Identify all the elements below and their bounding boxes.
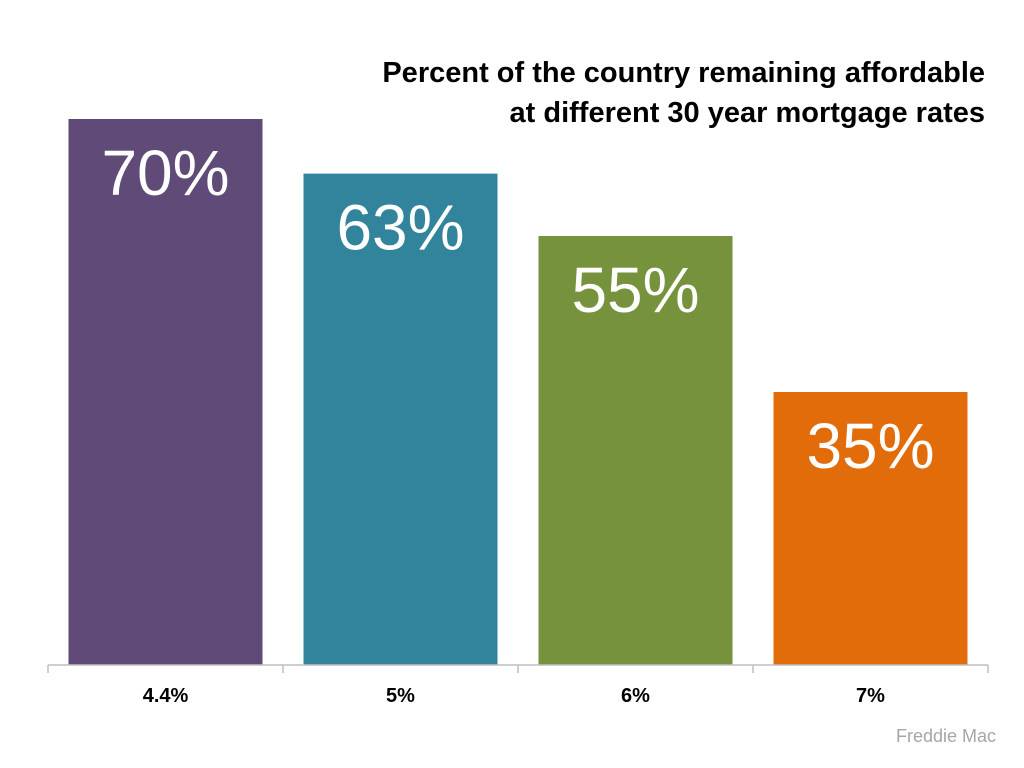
bar-4 xyxy=(773,392,968,665)
chart-title-line-1: Percent of the country remaining afforda… xyxy=(382,57,985,89)
category-label-2: 5% xyxy=(386,685,415,707)
bars: 70% 63% 55% 35% xyxy=(68,119,968,665)
bar-3 xyxy=(538,236,733,665)
category-label-1: 4.4% xyxy=(143,685,189,707)
bar-value-label-3: 55% xyxy=(571,254,699,326)
bar-value-label-1: 70% xyxy=(101,137,229,209)
category-label-3: 6% xyxy=(621,685,650,707)
bar-1 xyxy=(68,119,263,665)
source-label: Freddie Mac xyxy=(896,726,996,746)
category-labels: 4.4% 5% 6% 7% xyxy=(143,685,885,707)
bar-2 xyxy=(303,173,498,665)
bar-value-label-2: 63% xyxy=(336,192,464,264)
x-axis-ticks xyxy=(47,665,989,673)
category-label-4: 7% xyxy=(856,685,885,707)
chart-title-line-2: at different 30 year mortgage rates xyxy=(510,97,985,129)
bar-value-label-4: 35% xyxy=(806,410,934,482)
